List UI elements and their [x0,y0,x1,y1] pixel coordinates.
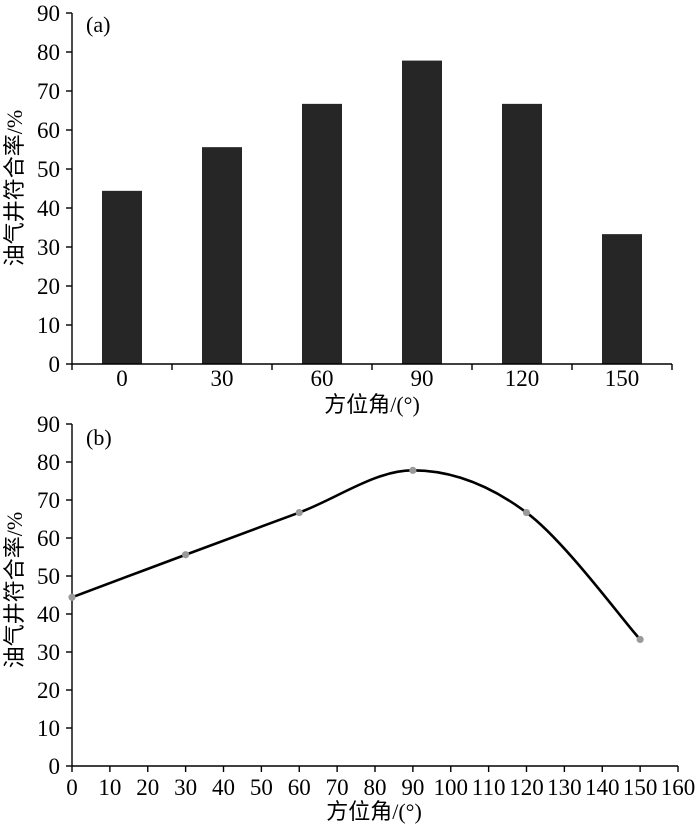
x-tick-label: 100 [434,775,469,800]
y-tick-label: 60 [37,526,60,551]
x-tick-label: 90 [401,775,424,800]
panel-a-plot-area: 0 10 20 30 40 50 60 70 80 90 0 30 60 90 120 150 [37,1,673,391]
data-point-30 [182,551,190,559]
y-tick-label: 0 [49,352,61,377]
y-tick-label: 40 [37,196,60,221]
y-tick-label: 20 [37,274,60,299]
data-point-90 [409,466,417,474]
bar-0 [102,190,142,364]
x-tick-label: 150 [605,366,640,391]
x-tick-label: 140 [585,775,620,800]
y-tick-label: 40 [37,602,60,627]
bar-90 [402,60,442,365]
x-tick-label: 80 [364,775,387,800]
y-tick-label: 80 [37,450,60,475]
panel-a-y-axis-title: 油气井符合率/% [2,110,27,266]
panel-a-bar-chart: 0 10 20 30 40 50 60 70 80 90 0 30 60 90 120 150 (a) 方位角… [2,1,673,417]
y-tick-label: 10 [37,313,60,338]
y-tick-label: 70 [37,79,60,104]
panel-b-plot-area: 0 10 20 30 40 50 60 70 80 90 0 10 20 30 40 50 60 70 80 90 10… [37,412,695,800]
data-point-120 [522,508,531,517]
x-tick-label: 120 [509,775,544,800]
bar-150 [602,234,642,364]
smoothed-series-line [70,469,642,641]
y-tick-label: 30 [37,235,60,260]
x-tick-label: 0 [66,775,78,800]
y-tick-label: 90 [37,1,60,26]
x-tick-label: 160 [661,775,696,800]
x-tick-label: 30 [174,775,197,800]
panel-b-line-chart: 0 10 20 30 40 50 60 70 80 90 0 10 20 30 40 50 60 70 80 90 10… [2,412,695,824]
data-point-150 [636,635,644,644]
panel-b-y-axis-title: 油气井符合率/% [2,512,27,668]
panel-b-label: (b) [86,425,112,450]
x-tick-label: 0 [116,366,128,391]
x-tick-label: 130 [547,775,582,800]
y-tick-label: 10 [37,716,60,741]
x-tick-label: 10 [98,775,121,800]
x-tick-label: 20 [136,775,159,800]
y-tick-label: 50 [37,564,60,589]
panel-a-label: (a) [86,12,110,37]
panel-a-x-axis-title: 方位角/(°) [324,392,420,417]
y-tick-label: 80 [37,40,60,65]
x-tick-label: 90 [411,366,434,391]
data-point-0 [68,593,76,601]
x-tick-label: 110 [472,775,506,800]
bar-60 [302,103,342,365]
x-tick-label: 150 [623,775,658,800]
y-tick-label: 70 [37,488,60,513]
bar-30 [202,147,242,364]
x-tick-label: 40 [212,775,235,800]
x-tick-label: 70 [326,775,349,800]
x-tick-label: 60 [311,366,334,391]
y-tick-label: 20 [37,678,60,703]
y-tick-label: 90 [37,412,60,437]
x-tick-label: 50 [250,775,273,800]
panel-b-x-axis-title: 方位角/(°) [326,799,422,824]
y-tick-label: 30 [37,640,60,665]
x-tick-label: 60 [288,775,311,800]
x-tick-label: 30 [211,366,234,391]
bar-120 [502,103,542,365]
y-tick-label: 50 [37,157,60,182]
x-tick-label: 120 [505,366,540,391]
y-tick-label: 0 [49,754,61,779]
y-tick-label: 60 [37,118,60,143]
data-point-60 [295,508,303,517]
